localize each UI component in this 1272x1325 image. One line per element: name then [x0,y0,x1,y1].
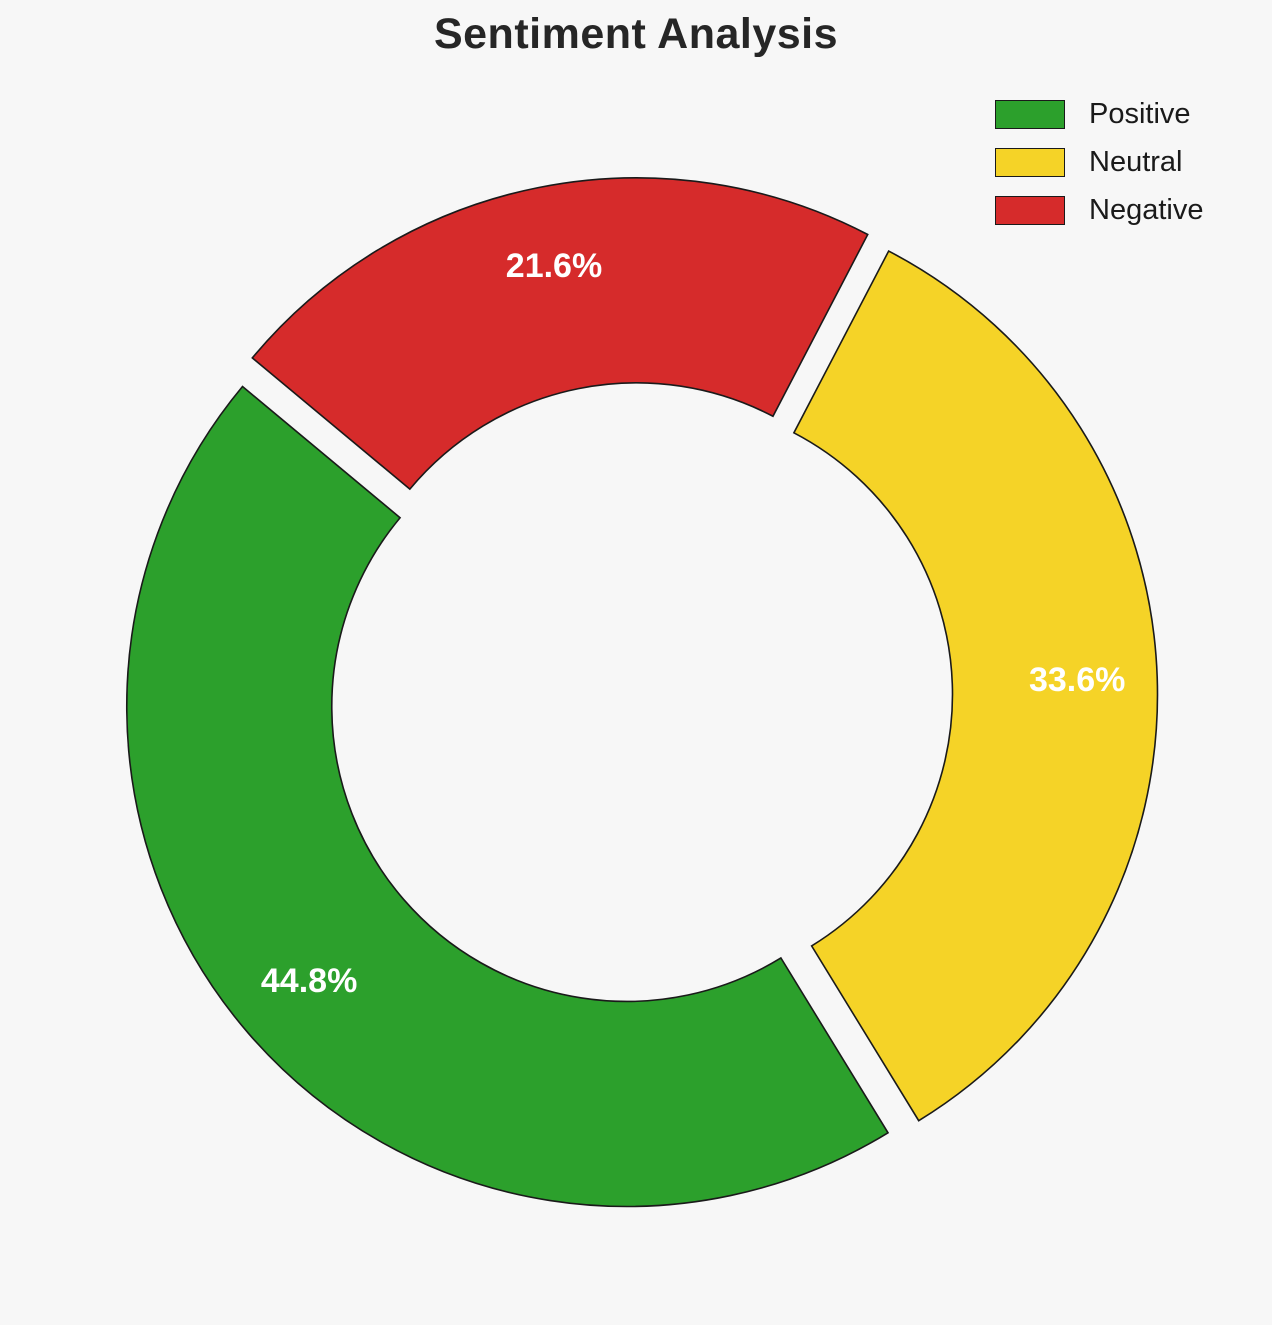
legend-item-negative: Negative [995,196,1203,225]
legend-swatch-negative [995,196,1065,225]
pie-slice-positive [125,385,890,1208]
legend-label: Positive [1089,98,1191,130]
legend-item-positive: Positive [995,100,1203,129]
legend-item-neutral: Neutral [995,148,1203,177]
legend: Positive Neutral Negative [995,100,1203,225]
slice-label-neutral: 33.6% [1029,661,1125,699]
pie-slice-neutral [792,249,1159,1122]
legend-label: Negative [1089,194,1204,226]
legend-label: Neutral [1089,146,1183,178]
pie-slice-negative [251,177,869,491]
chart-title: Sentiment Analysis [433,10,839,58]
slice-label-negative: 21.6% [506,247,602,285]
legend-swatch-positive [995,100,1065,129]
slice-label-positive: 44.8% [261,962,357,1000]
legend-swatch-neutral [995,148,1065,177]
